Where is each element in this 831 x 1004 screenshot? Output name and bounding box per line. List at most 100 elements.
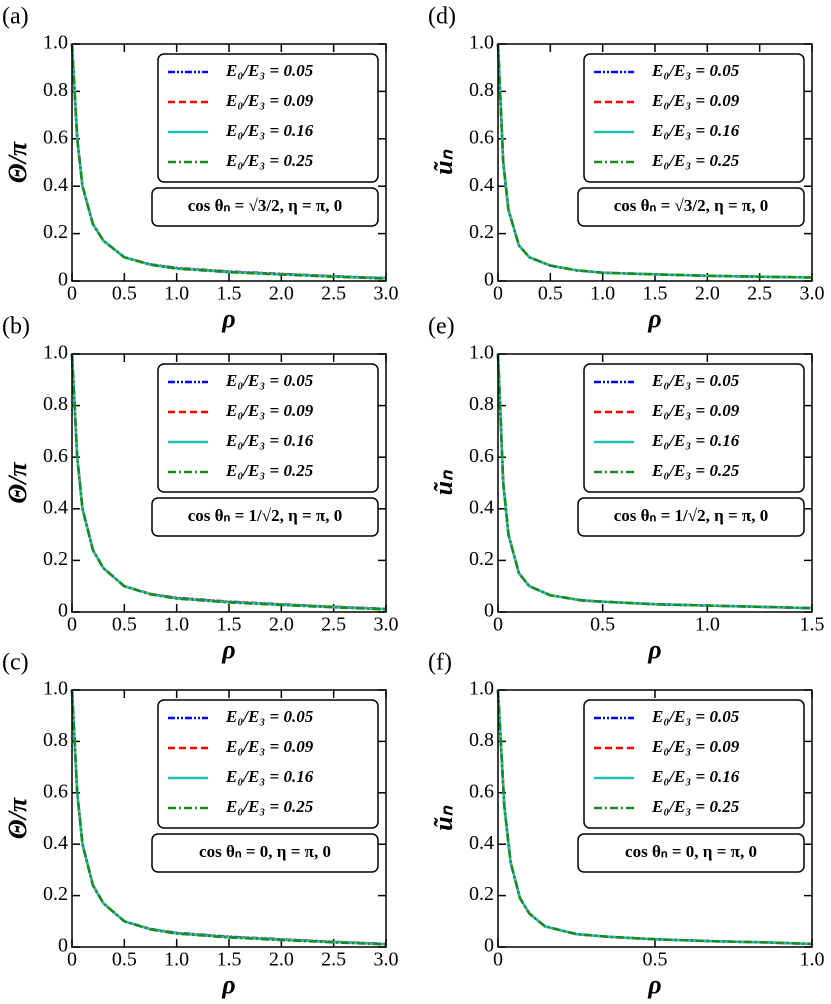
panel-label: (b) xyxy=(2,314,30,340)
legend-label: E₀/E₃ = 0.09 xyxy=(225,91,314,110)
series-line xyxy=(70,353,387,611)
y-axis-label: Θ/π xyxy=(3,462,32,504)
legend-box xyxy=(157,53,379,183)
x-axis-label: ρ xyxy=(221,635,235,664)
x-tick-label: 1.0 xyxy=(164,614,189,636)
x-tick-label: 1.5 xyxy=(217,614,242,636)
x-tick-label: 1.0 xyxy=(590,283,615,305)
legend-label: E₀/E₃ = 0.05 xyxy=(225,61,314,80)
legend-label: E₀/E₃ = 0.25 xyxy=(225,461,314,480)
x-tick-label: 2.0 xyxy=(695,283,720,305)
x-tick-label: 3.0 xyxy=(374,614,399,636)
panel-label: (f) xyxy=(428,650,452,676)
annotation: cos θₙ = √3/2, η = π, 0 xyxy=(614,196,768,215)
x-tick-label: 3.0 xyxy=(800,283,825,305)
x-tick-label: 0 xyxy=(493,949,503,971)
legend-label: E₀/E₃ = 0.16 xyxy=(225,767,314,786)
annotation-box xyxy=(151,833,379,873)
x-tick-label: 2.5 xyxy=(321,283,346,305)
y-axis-label: ũₙ xyxy=(429,804,458,830)
x-tick-label: 3.0 xyxy=(374,949,399,971)
x-tick-label: 0.5 xyxy=(112,614,137,636)
y-tick-label: 1.0 xyxy=(43,32,68,54)
y-axis-label: ũₙ xyxy=(429,469,458,495)
legend-label: E₀/E₃ = 0.25 xyxy=(651,151,740,170)
legend-box xyxy=(583,363,805,493)
x-tick-label: 0 xyxy=(67,283,77,305)
y-tick-label: 0.4 xyxy=(469,174,494,196)
y-tick-label: 0.8 xyxy=(469,79,494,101)
y-tick-label: 0.6 xyxy=(469,780,494,802)
plot-frame xyxy=(71,43,387,282)
legend-label: E₀/E₃ = 0.05 xyxy=(225,707,314,726)
x-tick-label: 1.5 xyxy=(800,614,825,636)
x-tick-label: 2.5 xyxy=(321,614,346,636)
y-tick-label: 0 xyxy=(484,269,494,291)
legend-label: E₀/E₃ = 0.05 xyxy=(225,371,314,390)
x-tick-label: 2.0 xyxy=(269,614,294,636)
legend-label: E₀/E₃ = 0.09 xyxy=(225,401,314,420)
x-tick-label: 0 xyxy=(67,614,77,636)
plot-frame xyxy=(71,689,387,948)
x-tick-label: 1.0 xyxy=(800,949,825,971)
annotation-box xyxy=(577,187,805,227)
x-tick-label: 0.5 xyxy=(643,949,668,971)
y-tick-label: 0 xyxy=(58,935,68,957)
y-tick-label: 1.0 xyxy=(469,678,494,700)
legend-label: E₀/E₃ = 0.05 xyxy=(651,61,740,80)
series-line xyxy=(70,689,387,946)
series-line xyxy=(70,43,387,280)
legend-box xyxy=(157,363,379,493)
panel-label: (d) xyxy=(428,4,456,30)
x-tick-label: 0.5 xyxy=(112,949,137,971)
x-tick-label: 2.0 xyxy=(269,949,294,971)
plot-frame xyxy=(497,43,813,282)
annotation-box xyxy=(577,497,805,537)
y-tick-label: 0.4 xyxy=(469,496,494,518)
y-tick-label: 0.6 xyxy=(43,445,68,467)
y-tick-label: 0.4 xyxy=(469,832,494,854)
x-axis-label: ρ xyxy=(221,970,235,999)
x-tick-label: 1.0 xyxy=(164,283,189,305)
annotation-box xyxy=(151,187,379,227)
y-tick-label: 0 xyxy=(484,600,494,622)
legend-label: E₀/E₃ = 0.16 xyxy=(225,431,314,450)
y-tick-label: 0.8 xyxy=(43,79,68,101)
annotation: cos θₙ = 0, η = π, 0 xyxy=(199,842,331,861)
plot-frame xyxy=(497,353,813,613)
y-tick-label: 0.6 xyxy=(469,445,494,467)
y-tick-label: 0.8 xyxy=(43,729,68,751)
y-tick-label: 0 xyxy=(58,269,68,291)
y-tick-label: 0.6 xyxy=(469,126,494,148)
y-tick-label: 0.4 xyxy=(43,496,68,518)
panel-label: (e) xyxy=(428,314,455,340)
y-tick-label: 0.8 xyxy=(469,729,494,751)
y-tick-label: 0.4 xyxy=(43,174,68,196)
x-tick-label: 0 xyxy=(493,283,503,305)
y-tick-label: 1.0 xyxy=(43,342,68,364)
legend-label: E₀/E₃ = 0.25 xyxy=(651,797,740,816)
panel-label: (a) xyxy=(2,4,29,30)
x-axis-label: ρ xyxy=(647,635,661,664)
x-tick-label: 0.5 xyxy=(590,614,615,636)
y-tick-label: 0.8 xyxy=(469,393,494,415)
y-axis-label: ũₙ xyxy=(429,148,458,174)
x-tick-label: 0.5 xyxy=(112,283,137,305)
legend-box xyxy=(157,699,379,829)
x-tick-label: 1.0 xyxy=(164,949,189,971)
x-tick-label: 1.5 xyxy=(217,283,242,305)
x-axis-label: ρ xyxy=(647,970,661,999)
series-line xyxy=(496,43,813,279)
legend-label: E₀/E₃ = 0.25 xyxy=(225,151,314,170)
legend-label: E₀/E₃ = 0.16 xyxy=(651,121,740,140)
annotation: cos θₙ = 1/√2, η = π, 0 xyxy=(614,506,768,525)
series-line xyxy=(496,353,813,610)
x-axis-label: ρ xyxy=(647,304,661,333)
y-tick-label: 0.2 xyxy=(43,883,68,905)
y-tick-label: 0.6 xyxy=(43,126,68,148)
legend-label: E₀/E₃ = 0.16 xyxy=(225,121,314,140)
annotation: cos θₙ = 0, η = π, 0 xyxy=(625,842,757,861)
y-tick-label: 0 xyxy=(58,600,68,622)
legend-label: E₀/E₃ = 0.05 xyxy=(651,707,740,726)
